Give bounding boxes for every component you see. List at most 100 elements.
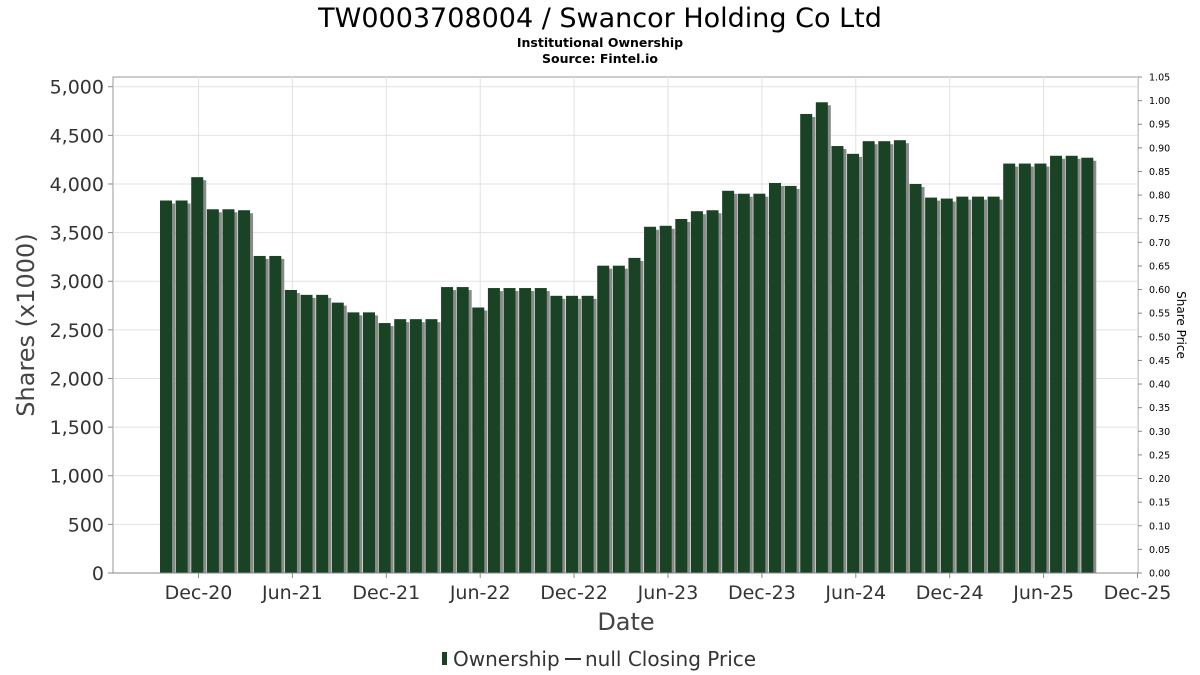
bar [675,218,688,573]
bar [394,319,407,573]
y2-tick-label: 0.75 [1149,214,1170,225]
chart-title: TW0003708004 / Swancor Holding Co Ltd [317,3,882,34]
x-tick-label: Dec-20 [165,582,233,604]
chart-source: Source: Fintel.io [542,51,658,66]
legend-label-price: null Closing Price [585,647,756,671]
bar [503,288,516,573]
bar [1081,157,1094,574]
bar [160,200,172,573]
bar [519,288,532,573]
bar [847,153,860,574]
y2-tick-label: 0.40 [1149,380,1170,391]
bar [331,302,344,573]
bar [253,255,266,573]
y-tick-label: 500 [68,514,104,536]
bar [925,197,938,574]
y-tick-label: 0 [92,563,104,585]
y2-axis-label: Share Price [1174,291,1188,359]
bar [768,183,781,573]
x-axis-label: Date [597,608,654,636]
bar [1050,155,1063,573]
y-tick-label: 3,500 [50,223,104,245]
bar [706,210,719,574]
chart-subtitle: Institutional Ownership [517,35,683,50]
bar [565,295,578,573]
y-axis: 0 500 1,000 1,500 2,000 2,500 3,000 3,500 4,000 4… [50,77,113,585]
bar [612,265,625,573]
y2-tick-label: 0.80 [1149,191,1170,202]
bar [456,287,469,573]
bar [893,140,906,573]
bar [1018,163,1031,573]
y2-tick-label: 0.30 [1149,427,1170,438]
y2-tick-label: 0.35 [1149,403,1170,414]
bar [628,257,641,573]
legend: Ownership null Closing Price [442,647,756,671]
bar [815,102,828,573]
bar [534,288,547,573]
bar [1003,163,1016,573]
bar [487,288,500,573]
y2-tick-label: 0.90 [1149,143,1170,154]
x-axis: Dec-20 Jun-21 Dec-21 Jun-22 Dec-22 Jun-23 Dec-… [113,572,1172,604]
y-tick-label: 3,000 [50,271,104,293]
y2-tick-label: 0.70 [1149,238,1170,249]
y2-tick-label: 1.00 [1149,96,1170,107]
bar [347,312,360,573]
bar [284,289,297,573]
bar [441,287,454,573]
bar [690,211,703,573]
y-tick-label: 4,500 [50,125,104,147]
bar [238,210,251,574]
bar [362,312,375,573]
bar [300,294,313,573]
bar [1034,163,1047,573]
bar [784,185,797,574]
bar [1065,155,1078,573]
bar [659,225,672,574]
y2-tick-label: 0.20 [1149,474,1170,485]
legend-swatch-ownership [442,652,447,665]
bar [316,294,329,573]
y2-tick-label: 0.85 [1149,167,1170,178]
bar [940,198,953,573]
y2-tick-label: 1.05 [1149,73,1170,84]
y-tick-label: 1,500 [50,417,104,439]
bar [472,307,485,573]
y-tick-label: 2,500 [50,320,104,342]
y-tick-label: 5,000 [50,77,104,99]
y2-tick-label: 0.60 [1149,285,1170,296]
bar [909,183,922,573]
x-tick-label: Dec-21 [352,582,420,604]
bar [269,255,282,573]
bar [800,113,813,574]
bar [878,141,891,573]
x-tick-label: Dec-23 [728,582,796,604]
y2-tick-label: 0.25 [1149,450,1170,461]
bar [409,319,422,573]
bar [222,209,235,573]
x-tick-label: Jun-23 [637,582,699,604]
bar [737,193,750,574]
bar [862,141,875,573]
y2-tick-label: 0.15 [1149,498,1170,509]
bar [956,196,969,573]
y2-tick-label: 0.00 [1149,569,1170,580]
bar [971,196,984,573]
y2-axis: 0.00 0.05 0.10 0.15 0.20 0.25 0.30 0.35 0.40 0.45… [1138,73,1170,580]
x-tick-label: Dec-25 [1104,582,1172,604]
x-tick-label: Dec-24 [916,582,984,604]
bar [987,196,1000,573]
x-tick-label: Jun-21 [261,582,323,604]
y-tick-label: 4,000 [50,174,104,196]
y-tick-label: 2,000 [50,368,104,390]
x-tick-label: Jun-24 [824,582,886,604]
bar [581,295,594,573]
y2-tick-label: 0.95 [1149,120,1170,131]
bar [722,190,735,573]
bar [191,177,204,573]
bar [378,323,391,573]
legend-label-ownership: Ownership [453,647,560,671]
bar [644,226,657,573]
